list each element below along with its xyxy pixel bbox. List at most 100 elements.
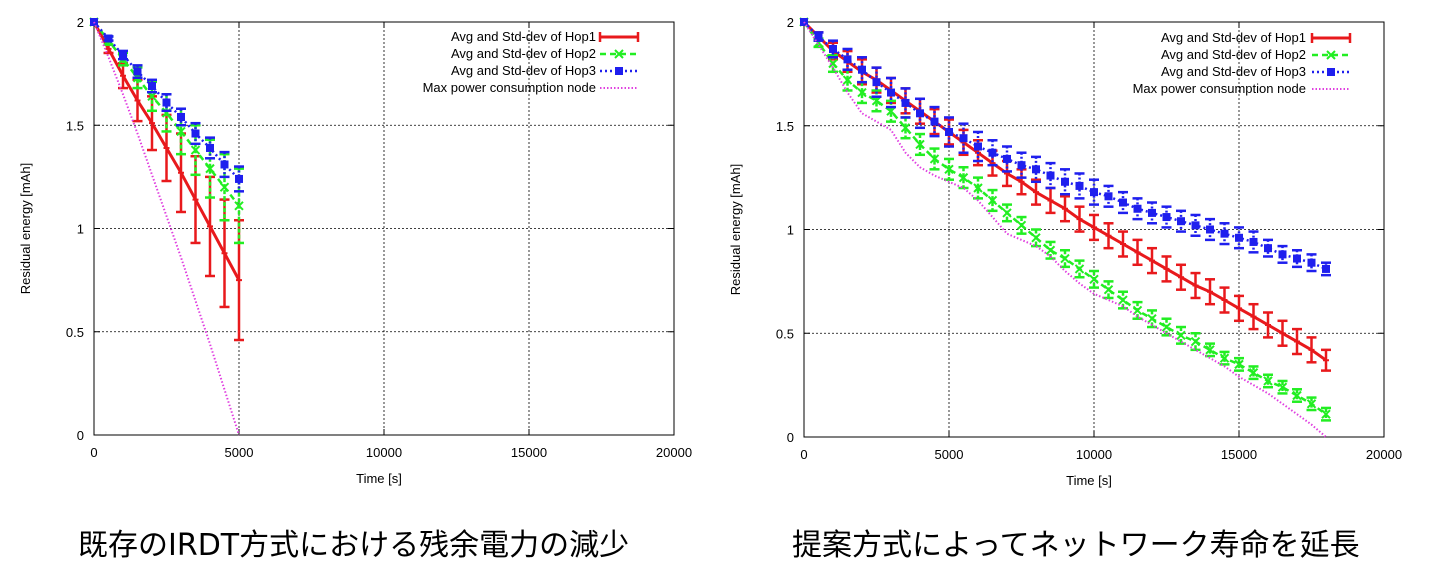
data-point	[1163, 265, 1170, 272]
data-point	[120, 72, 126, 79]
data-point	[1249, 237, 1258, 246]
x-tick-label: 10000	[366, 445, 402, 460]
data-point	[1292, 390, 1302, 401]
data-point	[858, 65, 866, 74]
data-point	[236, 277, 242, 284]
data-point	[1076, 216, 1083, 223]
data-point	[219, 182, 230, 192]
data-point	[1176, 330, 1186, 341]
data-point	[1046, 171, 1055, 180]
data-point	[207, 223, 213, 230]
legend-label: Avg and Std-dev of Hop1	[1161, 30, 1306, 45]
data-point	[886, 106, 896, 116]
data-point	[221, 250, 228, 257]
data-point	[1120, 241, 1126, 248]
data-point	[1321, 409, 1331, 419]
data-point	[147, 91, 157, 102]
data-point	[190, 145, 201, 155]
data-point	[1017, 161, 1026, 170]
data-point	[1205, 345, 1215, 355]
data-point	[1119, 198, 1127, 207]
y-tick-label: 1	[787, 223, 794, 238]
data-point	[1192, 282, 1199, 289]
data-point	[1075, 181, 1084, 190]
data-point	[1323, 357, 1329, 364]
data-point	[1177, 217, 1185, 226]
data-point	[1045, 245, 1056, 255]
caption-right: 提案方式によってネットワーク寿命を延長	[792, 528, 1360, 563]
data-point	[915, 139, 925, 150]
data-point	[929, 154, 940, 164]
data-point	[1236, 305, 1242, 312]
data-point	[1162, 213, 1171, 222]
data-point	[1105, 232, 1112, 239]
legend-label: Max power consumption node	[1133, 81, 1306, 96]
x-axis-label: Time [s]	[356, 471, 402, 486]
data-point	[162, 98, 171, 107]
data-point	[163, 144, 170, 151]
data-point	[871, 96, 882, 106]
data-point	[177, 112, 185, 121]
data-point	[1220, 229, 1229, 238]
data-point	[944, 164, 954, 175]
y-tick-label: 0	[77, 428, 84, 443]
data-point	[105, 45, 112, 52]
chart-right: 0 5000 10000 15000 20000 0 0.5 1 1.5 2 Time [s] Res…	[728, 15, 1402, 488]
y-tick-label: 1	[77, 222, 84, 237]
data-point	[148, 82, 156, 91]
data-point	[1118, 295, 1128, 305]
data-point	[987, 195, 998, 206]
series-3	[90, 18, 244, 193]
data-point	[104, 34, 113, 43]
legend-swatch-marker	[615, 67, 623, 75]
data-point	[1032, 165, 1040, 174]
data-point	[1033, 189, 1039, 196]
series-line	[93, 21, 240, 207]
data-point	[1161, 322, 1172, 332]
data-point	[1018, 178, 1025, 185]
y-axis-label: Residual energy [mAh]	[18, 163, 33, 295]
series-line	[93, 21, 240, 436]
chart-left: 0 5000 10000 15000 20000 0 0.5 1 1.5 2 Time [s] Res…	[18, 15, 692, 486]
data-point	[134, 97, 141, 104]
data-point	[1235, 233, 1243, 242]
data-point	[119, 51, 127, 60]
data-point	[958, 172, 969, 183]
data-point	[1060, 253, 1070, 264]
data-point	[916, 109, 924, 118]
data-point	[1190, 336, 1201, 347]
data-point	[235, 174, 243, 183]
data-point	[1293, 254, 1301, 263]
x-tick-label: 20000	[1366, 447, 1402, 462]
data-point	[1047, 197, 1054, 204]
data-point	[192, 196, 199, 203]
series-4	[803, 21, 1327, 438]
y-axis-label: Residual energy [mAh]	[728, 164, 743, 296]
data-point	[1133, 204, 1142, 213]
series-1	[91, 19, 244, 342]
data-point	[220, 160, 229, 169]
data-point	[1016, 220, 1027, 231]
data-point	[1279, 330, 1286, 337]
data-point	[1149, 257, 1155, 264]
data-point	[887, 88, 895, 97]
x-tick-label: 15000	[1221, 447, 1257, 462]
data-point	[988, 148, 997, 157]
series-3	[800, 18, 1331, 277]
data-point	[1278, 250, 1287, 259]
data-point	[900, 123, 911, 133]
data-point	[1148, 208, 1156, 217]
x-axis-label: Time [s]	[1066, 473, 1112, 488]
chart-panel-left: 0 5000 10000 15000 20000 0 0.5 1 1.5 2 Time [s] Res…	[0, 0, 700, 500]
data-point	[1090, 188, 1098, 197]
data-point	[1234, 359, 1244, 370]
y-tick-label: 0.5	[66, 325, 84, 340]
data-point	[133, 67, 142, 76]
data-point	[1104, 192, 1113, 201]
caption-left: 既存のIRDT方式における残余電力の減少	[78, 528, 630, 563]
data-point	[1306, 399, 1317, 409]
data-point	[1308, 346, 1315, 353]
data-point	[178, 169, 184, 176]
legend-label: Avg and Std-dev of Hop3	[451, 63, 596, 78]
data-point	[1061, 177, 1069, 186]
